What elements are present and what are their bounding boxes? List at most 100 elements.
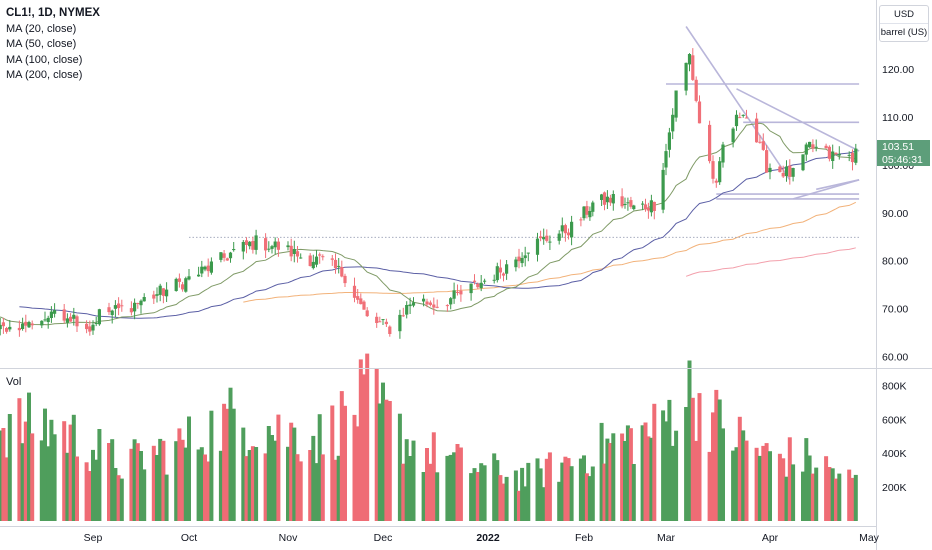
- volume-bar: [452, 452, 457, 521]
- volume-bar: [196, 449, 201, 521]
- currency-label[interactable]: USD: [893, 9, 915, 20]
- candle-body: [30, 323, 34, 326]
- candle-body: [761, 141, 765, 150]
- volume-legend[interactable]: Vol: [6, 376, 22, 388]
- time-tick-label: Nov: [279, 532, 298, 544]
- volume-tick-label: 600K: [882, 414, 907, 426]
- legend-ma-100[interactable]: MA (100, close): [6, 53, 83, 66]
- candle-body: [248, 241, 252, 247]
- candle-body: [401, 315, 405, 317]
- volume-bar: [183, 447, 188, 521]
- volume-axis[interactable]: 800K 600K 400K 200K: [882, 381, 907, 494]
- candle-body: [476, 283, 480, 288]
- candle-body: [731, 128, 735, 143]
- candle-body: [398, 314, 402, 332]
- volume-bar: [761, 445, 766, 521]
- candle-body: [520, 258, 524, 264]
- candle-body: [834, 152, 838, 155]
- candle-body: [687, 54, 692, 65]
- volume-bar: [180, 439, 185, 521]
- candle-body: [455, 291, 460, 293]
- candle-body: [43, 319, 47, 321]
- volume-bar: [563, 456, 568, 521]
- volume-layer: [0, 353, 858, 521]
- time-tick-label: Sep: [84, 532, 103, 544]
- volume-bar: [311, 435, 316, 521]
- candle-body: [267, 248, 271, 250]
- volume-bar: [694, 440, 699, 521]
- volume-bar: [535, 458, 540, 521]
- legend-ma-20[interactable]: MA (20, close): [6, 22, 77, 35]
- volume-bar: [286, 446, 290, 521]
- volume-bar: [222, 403, 227, 521]
- candle-body: [321, 256, 325, 258]
- volume-bar: [158, 438, 163, 521]
- candle-body: [337, 265, 341, 267]
- time-axis[interactable]: Sep Oct Nov Dec 2022 Feb Mar Apr May: [84, 532, 880, 544]
- volume-bar: [116, 475, 121, 521]
- candle-body: [27, 322, 31, 328]
- volume-bar: [847, 469, 852, 521]
- candle-body: [362, 301, 366, 310]
- trend-line[interactable]: [816, 179, 860, 191]
- candle-body: [585, 206, 589, 215]
- candle-body: [847, 154, 851, 156]
- currency-unit-selector[interactable]: USD barrel (US): [879, 5, 929, 42]
- candle-body: [652, 201, 656, 211]
- symbol-title[interactable]: CL1!, 1D, NYMEX: [6, 7, 100, 19]
- candle-body: [542, 236, 546, 240]
- volume-bar: [4, 457, 9, 521]
- candle-body: [318, 254, 322, 256]
- volume-bar: [501, 483, 506, 521]
- volume-bar: [807, 455, 812, 521]
- candle-body: [276, 241, 280, 250]
- volume-bar: [547, 452, 552, 521]
- candle-body: [88, 326, 92, 332]
- candle-body: [222, 253, 226, 258]
- candle-body: [219, 252, 223, 260]
- volume-bar: [358, 359, 363, 521]
- candle-body: [244, 240, 249, 245]
- volume-bar: [421, 472, 426, 521]
- volume-bar: [784, 476, 789, 521]
- price-tick-label: 80.00: [882, 256, 908, 268]
- volume-bar: [428, 463, 433, 521]
- volume-bar: [853, 474, 858, 521]
- volume-bar: [584, 473, 589, 521]
- volume-bar: [469, 473, 474, 521]
- volume-bar: [830, 468, 835, 521]
- candle-body: [75, 316, 79, 327]
- candle-body: [133, 302, 137, 312]
- volume-bar: [20, 443, 25, 521]
- volume-bar: [218, 450, 223, 521]
- volume-bar: [266, 426, 271, 521]
- price-tick-label: 90.00: [882, 208, 908, 220]
- volume-bar: [68, 424, 73, 521]
- volume-bar: [320, 454, 325, 521]
- volume-bar: [764, 443, 769, 521]
- candle-body: [314, 256, 319, 265]
- volume-bar: [690, 397, 695, 521]
- unit-label[interactable]: barrel (US): [880, 23, 928, 41]
- trend-line[interactable]: [685, 26, 791, 181]
- volume-bar: [431, 432, 436, 521]
- trend-line[interactable]: [736, 88, 860, 152]
- candle-body: [827, 146, 831, 159]
- legend-ma-50[interactable]: MA (50, close): [6, 38, 77, 50]
- candle-body: [498, 267, 502, 273]
- candle-body: [469, 283, 473, 294]
- legend-ma-200[interactable]: MA (200, close): [6, 69, 83, 81]
- volume-bar: [737, 416, 742, 521]
- candle-body: [232, 249, 236, 251]
- volume-bar: [404, 439, 409, 521]
- candle-body: [5, 328, 9, 332]
- volume-bar: [670, 445, 675, 521]
- candle-body: [501, 273, 506, 276]
- volume-bar: [84, 462, 89, 521]
- volume-bar: [590, 466, 595, 521]
- volume-bar: [339, 391, 344, 521]
- candle-body: [755, 118, 759, 143]
- volume-bar: [578, 458, 583, 521]
